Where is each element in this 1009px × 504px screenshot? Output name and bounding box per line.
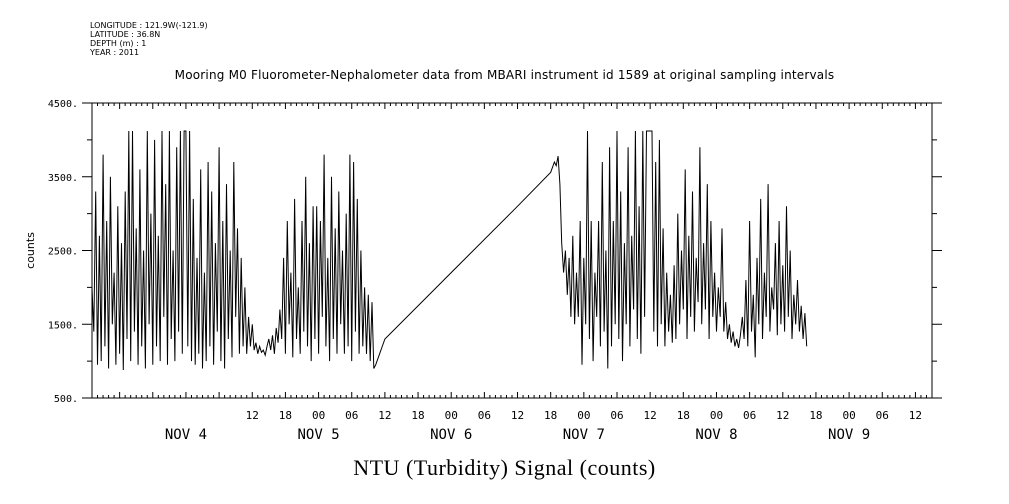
y-tick-label: 4500.: [48, 99, 78, 110]
x-tick-label: 06: [345, 409, 358, 422]
ntu-series-line: [91, 130, 808, 371]
x-tick-label: 18: [279, 409, 292, 422]
latitude-label: LATITUDE : 36.8N: [90, 30, 161, 39]
y-tick-label: 2500.: [48, 247, 78, 258]
y-axis-label: counts: [24, 232, 37, 269]
x-tick-label: 00: [445, 409, 458, 422]
x-tick-label: 18: [411, 409, 424, 422]
x-tick-label: 18: [677, 409, 690, 422]
day-label: NOV 7: [563, 427, 605, 443]
x-tick-label: 06: [876, 409, 889, 422]
y-tick-label: 3500.: [48, 173, 78, 184]
x-tick-label: 18: [544, 409, 557, 422]
x-tick-label: 06: [478, 409, 491, 422]
x-tick-label: 06: [610, 409, 623, 422]
x-tick-label: 00: [577, 409, 590, 422]
x-tick-label: 12: [511, 409, 524, 422]
day-label: NOV 5: [298, 427, 340, 443]
longitude-label: LONGITUDE : 121.9W(-121.9): [90, 21, 208, 30]
x-tick-label: 00: [842, 409, 855, 422]
x-tick-label: 12: [644, 409, 657, 422]
depth-label: DEPTH (m) : 1: [90, 39, 147, 48]
day-label: NOV 8: [695, 427, 737, 443]
day-label: NOV 6: [430, 427, 472, 443]
x-tick-label: 18: [809, 409, 822, 422]
x-tick-label: 12: [776, 409, 789, 422]
day-label: NOV 4: [165, 427, 207, 443]
chart-canvas: 500. 1500. 2500. 3500. 4500. 12 18 00 06 12 18 00 06…: [24, 99, 942, 443]
bottom-title: NTU (Turbidity) Signal (counts): [353, 455, 656, 480]
chart-title: Mooring M0 Fluorometer-Nephalometer data…: [174, 68, 835, 82]
y-tick-label: 500.: [54, 394, 78, 405]
x-tick-label: 12: [909, 409, 922, 422]
x-tick-label: 00: [710, 409, 723, 422]
y-tick-label: 1500.: [48, 320, 78, 331]
year-label: YEAR : 2011: [90, 48, 140, 57]
x-tick-label: 00: [312, 409, 325, 422]
day-label: NOV 9: [828, 427, 870, 443]
x-tick-label: 12: [246, 409, 259, 422]
x-tick-label: 06: [743, 409, 756, 422]
x-tick-label: 12: [378, 409, 391, 422]
